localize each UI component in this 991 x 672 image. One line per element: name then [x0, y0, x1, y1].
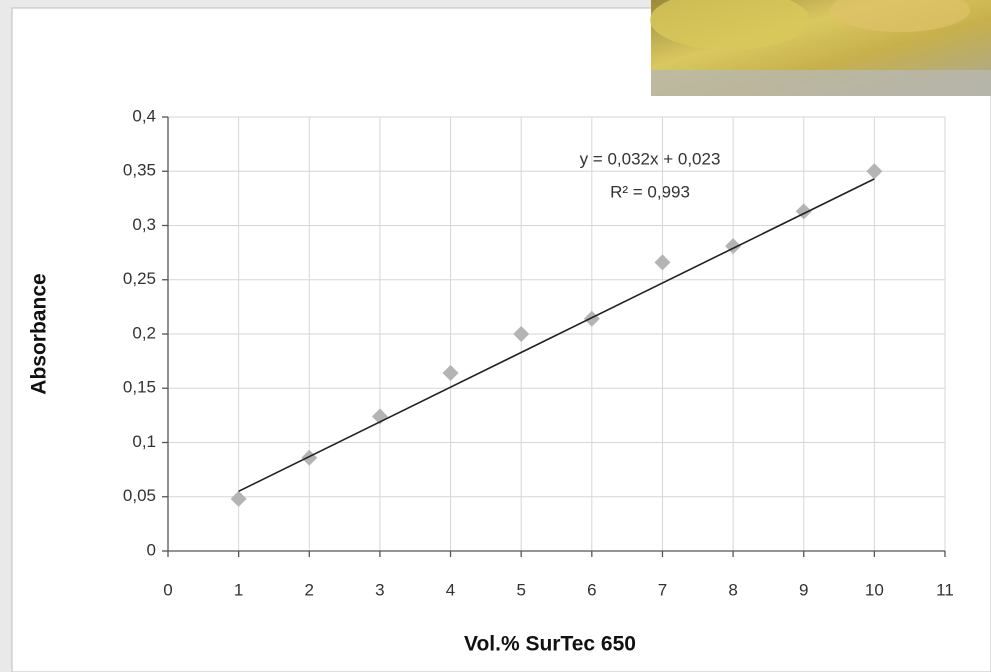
y-tick-label: 0,35 — [123, 161, 156, 180]
y-tick-label: 0,4 — [132, 106, 156, 125]
x-axis-title: Vol.% SurTec 650 — [464, 633, 636, 656]
photo-inset — [650, 0, 991, 96]
y-tick-label: 0,05 — [123, 486, 156, 505]
x-tick-label: 8 — [728, 580, 737, 599]
x-tick-label: 7 — [658, 580, 667, 599]
x-tick-label: 2 — [305, 580, 314, 599]
chart-frame — [12, 8, 991, 672]
x-tick-label: 11 — [936, 580, 954, 599]
y-tick-label: 0,25 — [123, 269, 156, 288]
y-tick-label: 0,15 — [123, 378, 156, 397]
page: Vol.% SurTec 650 Absorbance y = 0,032x +… — [0, 0, 991, 672]
y-tick-label: 0,2 — [132, 323, 156, 342]
y-tick-label: 0 — [147, 540, 156, 559]
trendline-equation: y = 0,032x + 0,023 — [580, 149, 721, 168]
x-tick-label: 1 — [234, 580, 243, 599]
x-tick-label: 0 — [163, 580, 172, 599]
y-axis-title: Absorbance — [28, 273, 51, 394]
x-tick-label: 6 — [587, 580, 596, 599]
x-tick-label: 3 — [375, 580, 384, 599]
x-tick-label: 4 — [446, 580, 455, 599]
y-tick-label: 0,1 — [132, 432, 156, 451]
x-tick-label: 5 — [516, 580, 525, 599]
x-tick-label: 9 — [799, 580, 808, 599]
x-tick-label: 10 — [865, 580, 884, 599]
trendline-r-squared: R² = 0,993 — [610, 182, 690, 201]
chart: Vol.% SurTec 650 Absorbance y = 0,032x +… — [0, 0, 991, 672]
y-tick-label: 0,3 — [132, 215, 156, 234]
